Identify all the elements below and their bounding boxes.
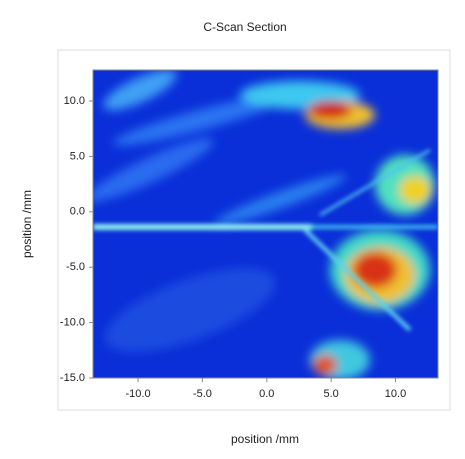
- x-tick-label: 0.0: [259, 388, 274, 400]
- plot-border: [92, 69, 439, 379]
- y-tick-label: 5.0: [70, 150, 85, 162]
- scan-image: [93, 70, 438, 378]
- x-axis-label: position /mm: [231, 432, 299, 446]
- x-tick-label: -10.0: [126, 388, 151, 400]
- x-tick-label: -5.0: [193, 388, 212, 400]
- y-tick-label: 10.0: [64, 95, 85, 107]
- x-tick-label: 5.0: [324, 388, 339, 400]
- y-tick-label: -15.0: [60, 372, 85, 384]
- chart-title: C-Scan Section: [203, 20, 286, 34]
- y-tick-label: 0.0: [70, 206, 85, 218]
- y-tick-label: -5.0: [66, 261, 85, 273]
- y-tick-label: -10.0: [60, 317, 85, 329]
- x-tick-label: 10.0: [385, 388, 406, 400]
- y-axis-label: position /mm: [20, 190, 34, 258]
